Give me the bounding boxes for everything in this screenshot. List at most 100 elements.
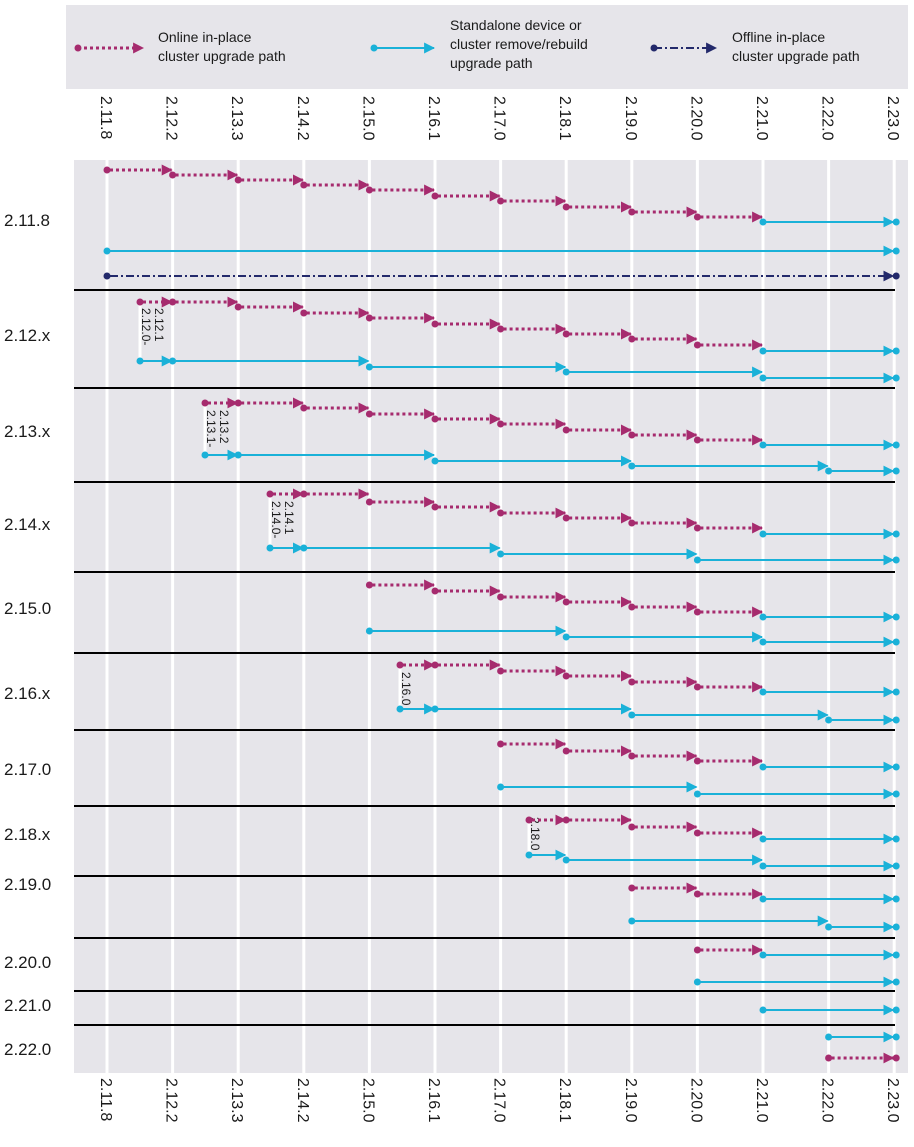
start-dot bbox=[693, 213, 701, 221]
end-dot bbox=[892, 556, 900, 564]
standalone-upgrade-step bbox=[693, 788, 900, 800]
standalone-upgrade-step bbox=[431, 703, 632, 715]
start-dot bbox=[169, 298, 177, 306]
top-version-label: 2.13.3 bbox=[228, 96, 245, 141]
end-dot bbox=[892, 1054, 900, 1062]
standalone-upgrade-step bbox=[300, 542, 501, 554]
top-version-label: 2.11.8 bbox=[97, 96, 114, 139]
standalone-upgrade-step bbox=[266, 542, 304, 554]
online-upgrade-step bbox=[693, 339, 764, 351]
standalone-upgrade-step bbox=[759, 528, 900, 540]
end-dot bbox=[892, 951, 900, 959]
standalone-upgrade-step bbox=[628, 709, 829, 721]
online-upgrade-step bbox=[396, 659, 436, 671]
row-label-2-11-8: 2.11.8 bbox=[4, 211, 50, 230]
start-dot bbox=[759, 1006, 767, 1014]
start-dot bbox=[693, 890, 701, 898]
start-dot bbox=[825, 1033, 833, 1041]
upgrade-paths bbox=[103, 164, 900, 1064]
start-dot bbox=[103, 247, 111, 255]
start-dot bbox=[396, 705, 404, 713]
row-label-2-19-0: 2.19.0 bbox=[4, 875, 51, 894]
top-version-label: 2.16.1 bbox=[425, 96, 442, 141]
start-dot bbox=[759, 441, 767, 449]
row-label-2-13-x: 2.13.x bbox=[4, 422, 51, 441]
start-dot bbox=[497, 420, 505, 428]
start-dot bbox=[300, 181, 308, 189]
online-upgrade-step bbox=[497, 507, 567, 519]
standalone-upgrade-step bbox=[693, 976, 900, 988]
standalone-upgrade-step bbox=[693, 554, 900, 566]
online-upgrade-step bbox=[693, 522, 764, 534]
start-dot bbox=[103, 166, 111, 174]
online-upgrade-step bbox=[201, 397, 239, 409]
start-dot bbox=[628, 431, 636, 439]
end-dot bbox=[892, 530, 900, 538]
note-label-2-18-x: 2.18.0 bbox=[528, 817, 542, 851]
end-dot bbox=[892, 638, 900, 646]
online-upgrade-step bbox=[169, 169, 239, 181]
online-upgrade-step bbox=[266, 488, 304, 500]
standalone-upgrade-step bbox=[759, 833, 900, 845]
row-label-2-17-0: 2.17.0 bbox=[4, 760, 51, 779]
standalone-upgrade-step bbox=[759, 372, 900, 384]
bottom-version-label: 2.19.0 bbox=[622, 1078, 639, 1123]
legend-online-dot bbox=[74, 44, 82, 52]
start-dot bbox=[562, 514, 570, 522]
online-upgrade-step bbox=[431, 585, 501, 597]
bottom-version-label: 2.12.2 bbox=[163, 1078, 180, 1123]
start-dot bbox=[759, 862, 767, 870]
online-upgrade-step bbox=[431, 413, 501, 425]
row-label-2-16-x: 2.16.x bbox=[4, 684, 51, 703]
standalone-upgrade-step bbox=[201, 449, 239, 461]
start-dot bbox=[266, 544, 274, 552]
online-upgrade-step bbox=[628, 517, 698, 529]
end-dot bbox=[892, 247, 900, 255]
start-dot bbox=[562, 330, 570, 338]
standalone-upgrade-step bbox=[628, 460, 829, 472]
standalone-upgrade-step bbox=[759, 439, 900, 451]
standalone-upgrade-step bbox=[825, 1031, 900, 1043]
online-upgrade-step bbox=[693, 827, 764, 839]
online-upgrade-step bbox=[136, 296, 173, 308]
end-dot bbox=[892, 1033, 900, 1041]
start-dot bbox=[300, 404, 308, 412]
online-upgrade-step bbox=[103, 164, 173, 176]
top-version-label: 2.12.2 bbox=[163, 96, 180, 141]
start-dot bbox=[759, 835, 767, 843]
online-upgrade-step bbox=[628, 601, 698, 613]
online-upgrade-step bbox=[628, 206, 698, 218]
online-upgrade-step bbox=[693, 681, 764, 693]
start-dot bbox=[693, 757, 701, 765]
online-upgrade-step bbox=[525, 814, 567, 826]
start-dot bbox=[759, 347, 767, 355]
legend-online-label: Online in-place cluster upgrade path bbox=[158, 29, 286, 64]
legend-item-standalone: Standalone device or cluster remove/rebu… bbox=[370, 17, 588, 71]
standalone-upgrade-step bbox=[169, 355, 370, 367]
bottom-version-label: 2.22.0 bbox=[819, 1078, 836, 1123]
top-version-label: 2.15.0 bbox=[359, 96, 376, 141]
top-version-label: 2.14.2 bbox=[294, 96, 311, 141]
online-upgrade-step bbox=[234, 397, 304, 409]
start-dot bbox=[693, 608, 701, 616]
online-upgrade-step bbox=[365, 312, 436, 324]
bottom-version-label: 2.21.0 bbox=[753, 1078, 770, 1123]
online-upgrade-step bbox=[497, 738, 567, 750]
start-dot bbox=[365, 627, 373, 635]
start-dot bbox=[693, 341, 701, 349]
online-upgrade-step bbox=[497, 323, 567, 335]
standalone-upgrade-step bbox=[365, 625, 567, 637]
top-version-label: 2.17.0 bbox=[491, 96, 508, 141]
online-upgrade-step bbox=[497, 665, 567, 677]
end-dot bbox=[892, 923, 900, 931]
online-upgrade-step bbox=[562, 424, 632, 436]
legend-item-online: Online in-place cluster upgrade path bbox=[74, 29, 286, 64]
start-dot bbox=[431, 705, 439, 713]
online-upgrade-step bbox=[431, 318, 501, 330]
online-upgrade-step bbox=[431, 501, 501, 513]
top-version-label: 2.19.0 bbox=[622, 96, 639, 141]
online-upgrade-step bbox=[300, 402, 370, 414]
start-dot bbox=[759, 951, 767, 959]
online-upgrade-step bbox=[628, 429, 698, 441]
standalone-upgrade-step bbox=[103, 245, 900, 257]
